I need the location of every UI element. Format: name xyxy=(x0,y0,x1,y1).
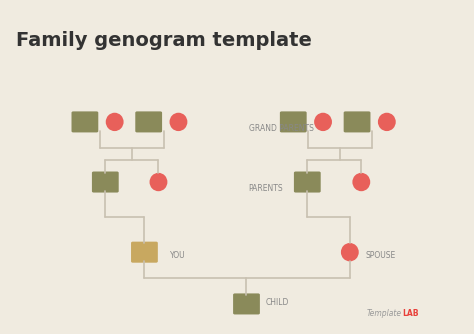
FancyBboxPatch shape xyxy=(344,112,371,132)
Text: YOU: YOU xyxy=(170,251,186,260)
FancyBboxPatch shape xyxy=(92,172,118,192)
FancyBboxPatch shape xyxy=(280,112,307,132)
Text: CHILD: CHILD xyxy=(265,298,289,307)
FancyBboxPatch shape xyxy=(72,112,98,132)
Ellipse shape xyxy=(341,243,359,261)
Text: SPOUSE: SPOUSE xyxy=(365,251,396,260)
Ellipse shape xyxy=(149,173,167,191)
Text: Template: Template xyxy=(366,310,401,318)
FancyBboxPatch shape xyxy=(294,172,321,192)
Text: PARENTS: PARENTS xyxy=(249,184,283,193)
FancyBboxPatch shape xyxy=(233,294,260,315)
Ellipse shape xyxy=(352,173,370,191)
Ellipse shape xyxy=(314,113,332,131)
Text: LAB: LAB xyxy=(402,310,419,318)
Text: Family genogram template: Family genogram template xyxy=(16,31,311,49)
Text: GRAND PARENTS: GRAND PARENTS xyxy=(249,124,313,133)
Ellipse shape xyxy=(378,113,396,131)
Ellipse shape xyxy=(170,113,187,131)
Ellipse shape xyxy=(106,113,124,131)
FancyBboxPatch shape xyxy=(131,242,158,263)
FancyBboxPatch shape xyxy=(135,112,162,132)
